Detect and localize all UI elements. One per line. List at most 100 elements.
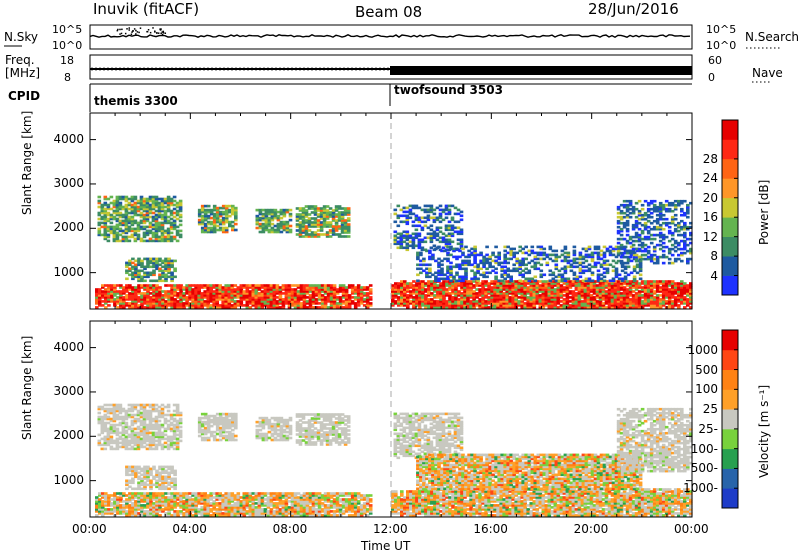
echo-cell xyxy=(170,259,174,263)
echo-cell xyxy=(655,300,660,303)
echo-cell xyxy=(529,290,534,293)
echo-cell xyxy=(304,227,309,230)
echo-cell xyxy=(417,246,422,250)
echo-cell xyxy=(452,249,456,253)
echo-cell xyxy=(347,306,352,309)
echo-cell xyxy=(652,203,657,207)
echo-cell xyxy=(652,306,657,309)
echo-cell xyxy=(601,306,606,309)
echo-cell xyxy=(464,271,468,275)
echo-cell xyxy=(583,282,588,285)
echo-cell xyxy=(397,284,401,287)
echo-cell xyxy=(158,273,162,277)
echo-cell xyxy=(185,292,189,295)
echo-cell xyxy=(484,280,488,283)
echo-cell xyxy=(288,218,293,222)
echo-cell xyxy=(158,263,162,267)
echo-cell xyxy=(601,292,606,295)
echo-cell xyxy=(157,207,162,211)
echo-cell xyxy=(490,298,494,301)
echo-cell xyxy=(107,296,111,299)
echo-cell xyxy=(290,292,295,295)
echo-cell xyxy=(658,302,663,305)
echo-cell xyxy=(221,300,225,303)
echo-cell xyxy=(128,508,132,511)
echo-cell xyxy=(620,269,625,273)
echo-cell xyxy=(556,282,561,285)
echo-cell xyxy=(442,290,446,293)
echo-cell xyxy=(154,231,159,235)
echo-cell xyxy=(179,500,183,503)
echo-cell xyxy=(491,253,495,257)
echo-cell xyxy=(655,227,660,231)
nave-tick-high: 60 xyxy=(708,54,722,67)
echo-cell xyxy=(643,253,648,257)
echo-cell xyxy=(350,284,355,287)
echo-cell xyxy=(434,247,438,251)
echo-cell xyxy=(248,306,253,309)
echo-cell xyxy=(332,294,337,297)
echo-cell xyxy=(305,292,310,295)
echo-cell xyxy=(670,247,675,251)
echo-cell xyxy=(396,216,401,220)
echo-cell xyxy=(155,265,159,269)
echo-cell xyxy=(643,199,648,203)
echo-cell xyxy=(418,294,422,297)
echo-cell xyxy=(167,512,171,515)
echo-cell xyxy=(532,300,537,303)
echo-cell xyxy=(658,300,663,303)
echo-cell xyxy=(228,224,232,228)
echo-cell xyxy=(649,282,654,285)
echo-cell xyxy=(109,231,114,235)
echo-cell xyxy=(441,218,446,222)
echo-cell xyxy=(683,243,687,247)
echo-cell xyxy=(116,298,120,301)
echo-cell xyxy=(583,298,588,301)
echo-cell xyxy=(353,288,358,291)
echo-cell xyxy=(482,259,486,263)
echo-cell xyxy=(434,275,438,279)
echo-cell xyxy=(686,294,690,297)
echo-cell xyxy=(643,304,648,307)
echo-cell xyxy=(143,275,147,279)
echo-cell xyxy=(638,249,643,253)
echo-cell xyxy=(245,300,250,303)
echo-cell xyxy=(566,261,571,265)
echo-cell xyxy=(592,290,597,293)
echo-cell xyxy=(487,302,491,305)
echo-cell xyxy=(329,288,334,291)
echo-cell xyxy=(264,212,269,216)
nsky-line xyxy=(89,34,691,39)
echo-cell xyxy=(470,253,474,257)
echo-cell xyxy=(167,259,171,263)
echo-cell xyxy=(122,510,126,513)
echo-cell xyxy=(677,223,681,227)
echo-cell xyxy=(101,292,105,295)
echo-cell xyxy=(173,298,177,301)
echo-cell xyxy=(550,280,555,283)
echo-cell xyxy=(112,225,117,229)
echo-cell xyxy=(109,195,114,199)
echo-cell xyxy=(325,223,330,226)
echo-cell xyxy=(118,207,123,211)
echo-cell xyxy=(140,492,144,495)
echo-cell xyxy=(397,282,401,285)
echo-cell xyxy=(149,306,153,309)
echo-cell xyxy=(614,275,619,279)
echo-cell xyxy=(154,223,159,227)
echo-cell xyxy=(447,210,452,214)
echo-cell xyxy=(559,286,564,289)
echo-cell xyxy=(473,249,477,253)
echo-cell xyxy=(146,290,150,293)
echo-cell xyxy=(598,284,603,287)
echo-cell xyxy=(628,298,633,301)
echo-cell xyxy=(503,255,507,259)
echo-cell xyxy=(170,298,174,301)
echo-cell xyxy=(574,282,579,285)
echo-cell xyxy=(424,302,428,305)
echo-cell xyxy=(353,302,358,305)
echo-cell xyxy=(206,204,211,208)
echo-cell xyxy=(538,288,543,291)
echo-cell xyxy=(260,302,265,305)
echo-cell xyxy=(565,298,570,301)
